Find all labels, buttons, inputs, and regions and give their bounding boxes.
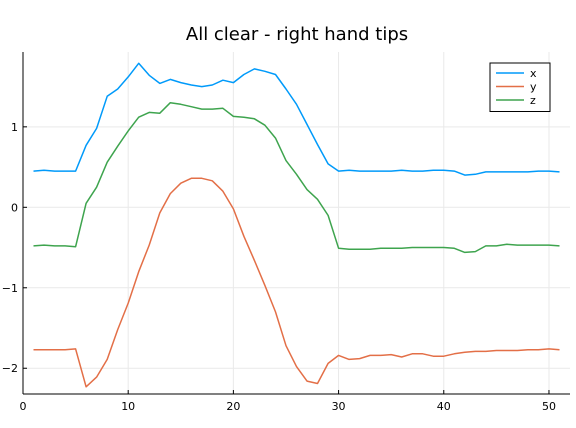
y-tick-label: 1 — [11, 121, 18, 134]
series-line-y — [33, 177, 560, 388]
series-lines — [33, 62, 560, 388]
y-tick-label: 0 — [11, 201, 18, 214]
x-tick-label: 50 — [542, 400, 556, 413]
chart-title: All clear - right hand tips — [186, 24, 408, 45]
axes: 0 10 20 30 40 50 −2 −1 0 1 — [2, 52, 570, 413]
legend: xyz — [489, 62, 551, 112]
x-tick-label: 0 — [20, 400, 27, 413]
series-line-z — [33, 101, 560, 254]
y-tick-label: −2 — [2, 362, 18, 375]
legend-label-y: y — [530, 81, 537, 94]
y-tick-label: −1 — [2, 282, 18, 295]
x-tick-label: 30 — [332, 400, 346, 413]
x-tick-label: 20 — [226, 400, 240, 413]
legend-label-z: z — [530, 94, 536, 107]
x-tick-label: 10 — [121, 400, 135, 413]
x-tick-label: 40 — [437, 400, 451, 413]
series-line-x — [33, 62, 560, 176]
legend-label-x: x — [530, 67, 537, 80]
